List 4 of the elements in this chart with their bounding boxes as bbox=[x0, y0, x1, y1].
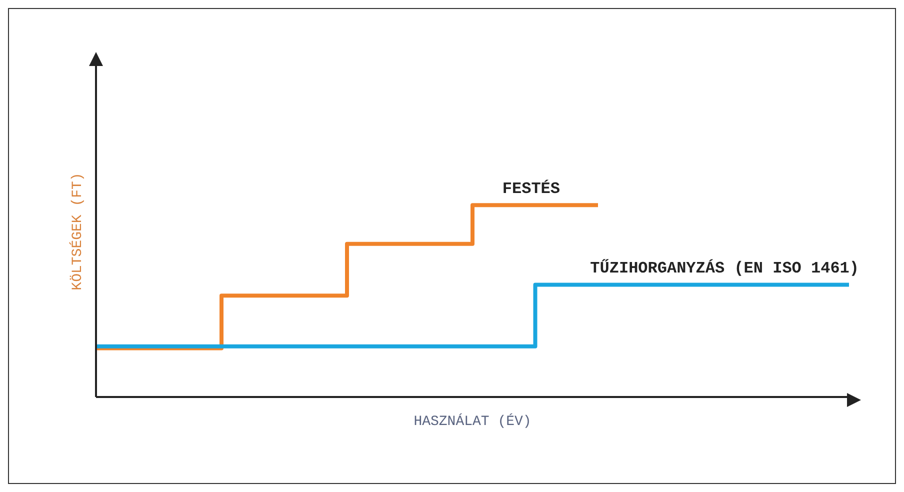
y-axis-title: KÖLTSÉGEK (FT) bbox=[68, 172, 86, 290]
series-label: FESTÉS bbox=[502, 179, 560, 198]
x-axis-title: HASZNÁLAT (ÉV) bbox=[414, 413, 532, 430]
series-label: TŰZIHORGANYZÁS (EN ISO 1461) bbox=[590, 258, 859, 278]
